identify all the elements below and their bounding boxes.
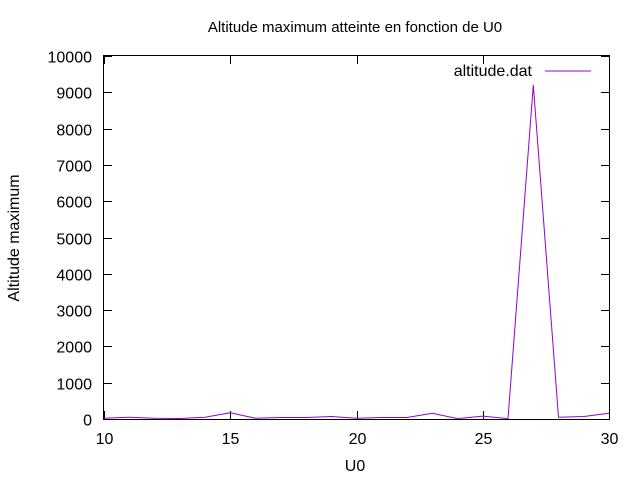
legend: altitude.dat: [454, 63, 591, 80]
x-tick-label: 10: [96, 431, 114, 448]
x-axis-label: U0: [345, 458, 366, 475]
legend-label: altitude.dat: [454, 63, 533, 80]
x-tick-label: 30: [601, 431, 619, 448]
x-tick-label: 25: [475, 431, 493, 448]
y-tick-label: 1000: [56, 377, 92, 394]
y-tick-label: 6000: [56, 195, 92, 212]
y-axis: 0 1000 2000 3000 4000 5000 6000 7000 8000 9000 100…: [48, 50, 609, 430]
x-axis: 10 15 20 25 30: [96, 56, 619, 448]
y-tick-label: 5000: [56, 232, 92, 249]
y-tick-label: 10000: [48, 50, 93, 67]
y-tick-label: 8000: [56, 123, 92, 140]
y-tick-label: 0: [83, 413, 92, 430]
y-tick-label: 7000: [56, 159, 92, 176]
x-tick-label: 20: [349, 431, 367, 448]
series-layer: [103, 84, 610, 420]
y-tick-label: 2000: [56, 340, 92, 357]
y-tick-label: 9000: [56, 86, 92, 103]
y-tick-label: 4000: [56, 268, 92, 285]
y-tick-label: 3000: [56, 304, 92, 321]
plot-frame: [103, 55, 610, 420]
y-axis-label: Altitude maximum: [6, 174, 23, 301]
series-line: [103, 84, 610, 420]
x-tick-label: 15: [222, 431, 240, 448]
chart-title: Altitude maximum atteinte en fonction de…: [208, 19, 502, 36]
